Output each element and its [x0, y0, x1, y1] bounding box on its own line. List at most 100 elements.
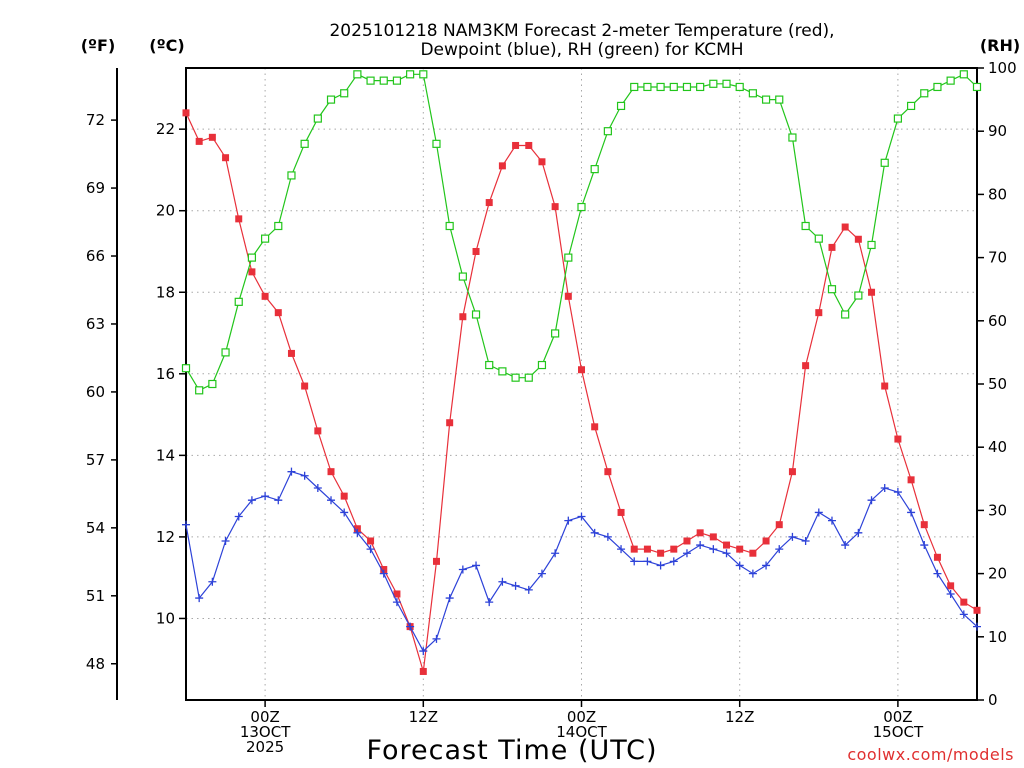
axis-label-rh: (RH) — [980, 36, 1020, 55]
temperature-point — [788, 468, 796, 476]
temperature-point — [933, 553, 941, 561]
dewpoint-point — [973, 622, 981, 631]
tick-label-x: 00Z — [567, 708, 596, 726]
rh-point — [564, 253, 573, 262]
temperature-point — [274, 309, 282, 317]
dewpoint-point — [827, 516, 836, 525]
dewpoint-point — [854, 528, 863, 537]
temperature-point — [538, 158, 546, 166]
tick-label-rh: 30 — [988, 501, 1007, 519]
dewpoint-point — [564, 516, 573, 525]
rh-point — [208, 379, 217, 389]
temperature-point — [604, 468, 612, 476]
temperature-point — [314, 427, 322, 435]
rh-point — [761, 95, 771, 104]
rh-point — [603, 127, 612, 136]
temperature-point — [920, 521, 928, 529]
axes — [111, 67, 984, 707]
rh-point — [221, 348, 230, 357]
chart-title-line1: 2025101218 NAM3KM Forecast 2-meter Tempe… — [329, 21, 834, 41]
credit-text: coolwx.com/models — [847, 745, 1014, 764]
tick-label-celsius: 22 — [156, 120, 175, 138]
rh-point — [669, 82, 678, 92]
temperature-point — [208, 133, 216, 141]
dewpoint-point — [406, 622, 415, 631]
dewpoint-point — [590, 528, 599, 537]
rh-point — [537, 360, 547, 370]
dewpoint-point — [788, 532, 797, 541]
temperature-point — [828, 243, 836, 251]
rh-point — [880, 158, 889, 167]
temperature-point — [195, 137, 203, 145]
dewpoint-point — [577, 512, 586, 521]
rh-point — [326, 95, 336, 104]
rh-line — [185, 73, 978, 392]
dewpoint-point — [920, 541, 929, 550]
tick-label-x: 2025 — [246, 738, 284, 756]
tick-label-x: 12Z — [409, 708, 438, 726]
tick-label-celsius: 20 — [156, 202, 175, 220]
dewpoint-point — [775, 545, 784, 554]
dewpoint-point — [907, 508, 916, 517]
dewpoint-point — [603, 532, 612, 541]
rh-point — [471, 310, 481, 319]
temperature-point — [854, 235, 862, 243]
tick-label-x: 12Z — [725, 708, 754, 726]
temperature-point — [723, 541, 731, 549]
dewpoint-point — [682, 549, 691, 558]
rh-point — [458, 272, 467, 281]
tick-label-rh: 70 — [988, 249, 1007, 267]
rh-point — [616, 101, 626, 111]
dewpoint-point — [234, 512, 243, 521]
dewpoint-point — [195, 594, 204, 603]
dewpoint-point — [551, 549, 560, 558]
temperature-point — [973, 606, 981, 614]
temperature-point — [775, 521, 783, 529]
grid-lines — [186, 68, 977, 700]
tick-label-fahrenheit: 66 — [86, 247, 105, 265]
dewpoint-point — [762, 561, 771, 570]
rh-point — [933, 82, 942, 92]
rh-point — [788, 133, 797, 142]
rh-point — [445, 221, 454, 231]
dewpoint-point — [867, 496, 876, 505]
dewpoint-point — [511, 581, 520, 590]
rh-point — [748, 89, 757, 98]
temperature-point — [802, 362, 810, 370]
dewpoint-point — [696, 541, 705, 550]
rh-point — [274, 221, 283, 231]
tick-label-celsius: 14 — [156, 446, 175, 464]
temperature-point — [578, 366, 585, 374]
temperature-point — [498, 162, 506, 170]
tick-label-rh: 80 — [988, 185, 1007, 203]
tick-label-rh: 20 — [988, 565, 1007, 583]
tick-label-celsius: 12 — [156, 528, 175, 546]
rh-point — [287, 171, 296, 180]
temperature-point — [327, 468, 335, 476]
temperature-point — [815, 309, 823, 317]
rh-point — [735, 82, 744, 92]
temperature-point — [525, 141, 533, 149]
rh-point — [195, 386, 204, 395]
temperature-point — [287, 349, 295, 357]
rh-point — [814, 234, 823, 243]
temperature-point — [841, 223, 849, 231]
rh-point — [946, 76, 955, 85]
rh-point — [313, 114, 322, 123]
rh-point — [590, 165, 599, 174]
temperature-point — [630, 545, 638, 553]
dewpoint-point — [379, 569, 388, 578]
dewpoint-point — [933, 569, 942, 578]
dewpoint-point — [814, 508, 823, 517]
rh-point — [972, 82, 982, 92]
temperature-point — [353, 525, 361, 533]
rh-point — [432, 139, 441, 148]
rh-point — [959, 70, 968, 79]
rh-point — [920, 89, 929, 98]
tick-label-rh: 50 — [988, 375, 1007, 393]
tick-label-fahrenheit: 63 — [86, 315, 105, 333]
tick-label-fahrenheit: 60 — [86, 383, 105, 401]
temperature-point — [340, 492, 348, 500]
rh-point — [775, 95, 784, 104]
tick-label-rh: 60 — [988, 312, 1007, 330]
